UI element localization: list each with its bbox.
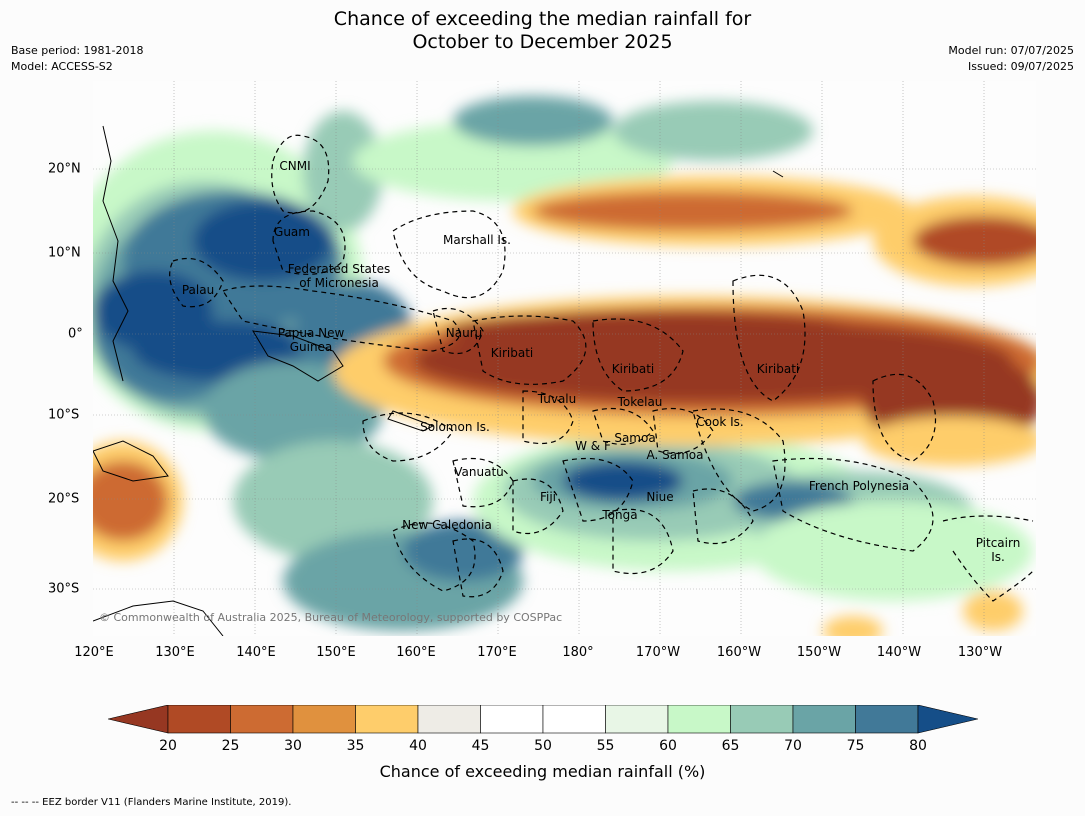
label-marshall: Marshall Is. bbox=[443, 233, 511, 247]
label-fiji: Fiji bbox=[539, 490, 557, 504]
y-tick-10n: 10°N bbox=[48, 245, 81, 261]
label-fsm-2: of Micronesia bbox=[299, 276, 379, 290]
y-tick-10s: 10°S bbox=[48, 407, 80, 423]
x-tick-140w: 140°W bbox=[876, 645, 922, 660]
x-tick-150w: 150°W bbox=[796, 645, 842, 660]
colorbar-cell bbox=[792, 705, 856, 734]
colorbar-tick-label: 40 bbox=[409, 738, 427, 754]
x-tick-160e: 160°E bbox=[396, 645, 436, 660]
label-french-polynesia: French Polynesia bbox=[808, 479, 910, 493]
colorbar-cell bbox=[355, 705, 419, 734]
colorbar-tick-label: 60 bbox=[659, 738, 677, 754]
y-tick-20n: 20°N bbox=[48, 161, 81, 177]
label-kiribati-central: Kiribati bbox=[611, 362, 655, 376]
x-tick-120e: 120°E bbox=[74, 645, 114, 660]
colorbar-cell bbox=[730, 705, 794, 734]
meta-right: Model run: 07/07/2025 Issued: 09/07/2025 bbox=[948, 43, 1074, 75]
eez-borders bbox=[169, 134, 1034, 602]
colorbar-tick-label: 75 bbox=[846, 738, 865, 754]
colorbar-tick-label: 20 bbox=[159, 738, 177, 754]
y-tick-30s: 30°S bbox=[48, 581, 80, 597]
copyright-notice: © Commonwealth of Australia 2025, Bureau… bbox=[99, 611, 563, 624]
label-tuvalu: Tuvalu bbox=[537, 392, 577, 406]
label-american-samoa: A. Samoa bbox=[646, 448, 704, 462]
label-niue: Niue bbox=[646, 490, 674, 504]
label-tokelau: Tokelau bbox=[617, 395, 663, 409]
y-tick-eq: 0° bbox=[68, 326, 83, 342]
colorbar-cell bbox=[417, 705, 481, 734]
label-vanuatu: Vanuatu bbox=[454, 465, 504, 479]
label-pitcairn-2: Is. bbox=[991, 550, 1005, 564]
colorbar-cell bbox=[480, 705, 544, 734]
label-wallis-futuna: W & F bbox=[575, 439, 611, 453]
x-tick-140e: 140°E bbox=[236, 645, 276, 660]
label-nauru: Nauru bbox=[445, 326, 483, 340]
x-tick-150e: 150°E bbox=[316, 645, 356, 660]
colorbar-tick-label: 35 bbox=[346, 738, 365, 754]
base-period: Base period: 1981-2018 bbox=[11, 44, 144, 57]
label-cnmi: CNMI bbox=[279, 159, 311, 173]
label-kiribati-west: Kiribati bbox=[490, 346, 534, 360]
colorbar-tick-label: 70 bbox=[784, 738, 802, 754]
y-tick-20s: 20°S bbox=[48, 491, 80, 507]
label-palau: Palau bbox=[181, 283, 215, 297]
colorbar-extend-high bbox=[917, 705, 978, 734]
model-name: Model: ACCESS-S2 bbox=[11, 60, 113, 73]
colorbar-cell bbox=[230, 705, 294, 734]
meta-left: Base period: 1981-2018 Model: ACCESS-S2 bbox=[11, 43, 143, 75]
x-tick-160w: 160°W bbox=[716, 645, 762, 660]
gridlines bbox=[93, 81, 1036, 636]
colorbar-extend-low bbox=[108, 705, 169, 734]
label-new-caledonia: New Caledonia bbox=[402, 518, 492, 532]
map-title: Chance of exceeding the median rainfall … bbox=[0, 8, 1085, 54]
label-png-1: Papua New bbox=[277, 326, 345, 340]
colorbar-cell bbox=[605, 705, 669, 734]
colorbar-cell bbox=[667, 705, 731, 734]
map-canvas bbox=[93, 81, 1036, 636]
label-kiribati-east: Kiribati bbox=[756, 362, 800, 376]
eez-footnote: -- -- -- EEZ border V11 (Flanders Marine… bbox=[11, 797, 292, 808]
rainfall-field bbox=[93, 96, 1036, 636]
colorbar-cell bbox=[292, 705, 356, 734]
x-tick-180: 180° bbox=[562, 645, 594, 660]
colorbar bbox=[108, 705, 978, 734]
x-tick-130e: 130°E bbox=[155, 645, 195, 660]
label-fsm-1: Federated States bbox=[287, 262, 391, 276]
label-cook: Cook Is. bbox=[696, 415, 744, 429]
colorbar-tick-label: 30 bbox=[284, 738, 302, 754]
label-pitcairn-1: Pitcairn bbox=[975, 536, 1021, 550]
x-tick-170e: 170°E bbox=[477, 645, 517, 660]
coastlines bbox=[93, 125, 784, 636]
colorbar-tick-label: 55 bbox=[596, 738, 615, 754]
rainfall-map: © Commonwealth of Australia 2025, Bureau… bbox=[93, 81, 1036, 636]
title-line-1: Chance of exceeding the median rainfall … bbox=[333, 8, 752, 30]
title-line-2: October to December 2025 bbox=[412, 31, 673, 53]
colorbar-title: Chance of exceeding median rainfall (%) bbox=[379, 762, 706, 781]
label-guam: Guam bbox=[274, 225, 310, 239]
colorbar-cell bbox=[855, 705, 919, 734]
label-samoa: Samoa bbox=[614, 431, 656, 445]
colorbar-cell bbox=[167, 705, 231, 734]
colorbar-cell bbox=[542, 705, 606, 734]
label-png-2: Guinea bbox=[289, 340, 333, 354]
label-tonga: Tonga bbox=[602, 508, 638, 522]
model-run: Model run: 07/07/2025 bbox=[948, 44, 1074, 57]
colorbar-tick-label: 45 bbox=[471, 738, 490, 754]
x-tick-130w: 130°W bbox=[957, 645, 1003, 660]
colorbar-tick-label: 65 bbox=[721, 738, 740, 754]
colorbar-tick-label: 50 bbox=[534, 738, 552, 754]
label-solomon: Solomon Is. bbox=[420, 420, 490, 434]
x-tick-170w: 170°W bbox=[635, 645, 681, 660]
issued-date: Issued: 09/07/2025 bbox=[967, 60, 1074, 73]
colorbar-tick-label: 25 bbox=[221, 738, 240, 754]
colorbar-tick-label: 80 bbox=[909, 738, 927, 754]
